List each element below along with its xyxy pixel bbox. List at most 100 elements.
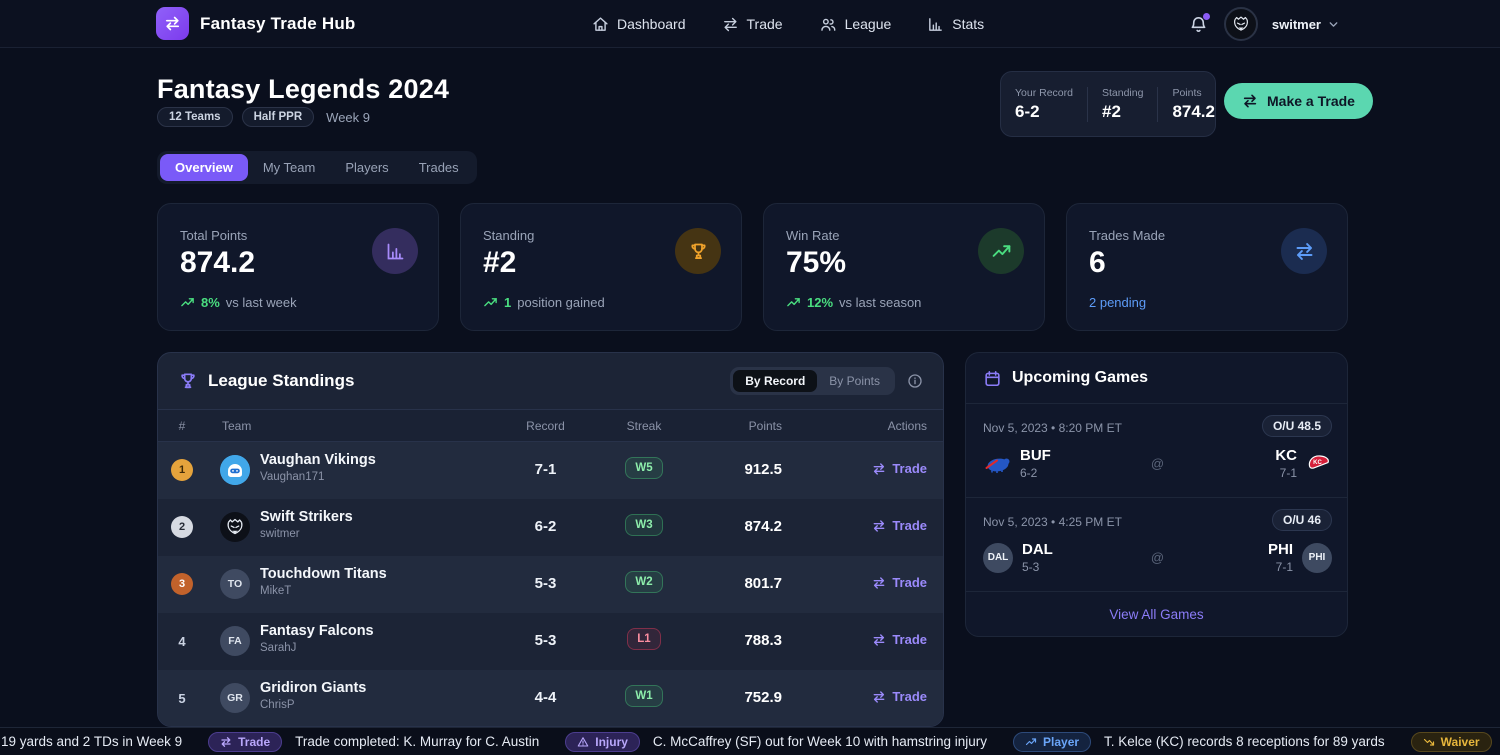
team-name: Swift Strikers xyxy=(260,509,353,525)
info-icon[interactable] xyxy=(907,373,923,389)
cta-label: Make a Trade xyxy=(1267,93,1355,109)
summary-label: Standing xyxy=(1101,86,1144,99)
standings-title-group: League Standings xyxy=(178,371,354,391)
team-avatar: TO xyxy=(220,569,250,599)
rank-badge: 3 xyxy=(171,573,193,595)
swap-arrows-icon xyxy=(722,16,739,33)
user-avatar[interactable] xyxy=(1223,7,1258,41)
user-menu[interactable]: switmer xyxy=(1272,17,1340,32)
streak-cell: L1 xyxy=(608,628,680,650)
away-team: BUF 6-2 xyxy=(983,447,1051,480)
tab-my-team[interactable]: My Team xyxy=(262,160,316,175)
trade-action-button[interactable]: Trade xyxy=(872,461,927,476)
stat-label: Trades Made xyxy=(1089,228,1166,243)
game-row[interactable]: Nov 5, 2023 • 4:25 PM ET O/U 46 DAL DAL … xyxy=(966,498,1347,592)
away-record: 6-2 xyxy=(1020,466,1038,480)
scoring-badge: Half PPR xyxy=(241,107,315,127)
stat-value: 6 xyxy=(1089,246,1106,279)
view-tabs: Overview My Team Players Trades xyxy=(157,151,477,184)
make-trade-button[interactable]: Make a Trade xyxy=(1224,83,1373,119)
swap-arrows-icon xyxy=(220,736,232,748)
game-row[interactable]: Nov 5, 2023 • 8:20 PM ET O/U 48.5 BUF 6-… xyxy=(966,404,1347,498)
pending-trades-label[interactable]: 2 pending xyxy=(1089,295,1147,310)
nav-item-league[interactable]: League xyxy=(819,16,891,33)
ticker-item: 19 yards and 2 TDs in Week 9 xyxy=(1,734,182,749)
toggle-by-record[interactable]: By Record xyxy=(733,370,818,392)
ticker-item: Injury C. McCaffrey (SF) out for Week 10… xyxy=(565,731,988,752)
team-avatar: GR xyxy=(220,683,250,713)
over-under-badge: O/U 48.5 xyxy=(1261,415,1332,437)
away-team-text: DAL 5-3 xyxy=(1022,541,1053,574)
away-abbr: BUF xyxy=(1020,447,1051,464)
summary-value: #2 xyxy=(1101,101,1121,121)
notifications-button[interactable] xyxy=(1187,12,1210,36)
rank-badge: 4 xyxy=(178,633,186,649)
trend-up-icon xyxy=(786,295,801,310)
trade-badge: Trade xyxy=(208,731,283,752)
bar-chart-icon xyxy=(927,16,944,33)
trade-label: Trade xyxy=(892,689,927,704)
streak-cell: W2 xyxy=(608,571,680,593)
player-badge: Player xyxy=(1013,731,1092,752)
nav-item-trade[interactable]: Trade xyxy=(722,16,783,33)
home-abbr: PHI xyxy=(1267,541,1293,558)
badge-label: Trade xyxy=(238,734,271,749)
nav-label: Stats xyxy=(952,16,985,32)
team-avatar xyxy=(220,455,250,485)
nav-right: switmer xyxy=(1187,0,1340,48)
summary-label: Your Record xyxy=(1015,86,1073,99)
eagles-logo: PHI xyxy=(1302,542,1332,573)
stat-value: #2 xyxy=(483,246,517,279)
view-all-games-link[interactable]: View All Games xyxy=(1109,606,1204,622)
tab-players[interactable]: Players xyxy=(345,160,389,175)
stat-label: Win Rate xyxy=(786,228,840,243)
table-row: 1 Vaughan Vikings Vaughan171 7-1 W5 912.… xyxy=(158,442,943,499)
table-row: 2 Swift Strikers switmer 6-2 W3 874.2 Tr… xyxy=(158,499,943,556)
trend-up-icon xyxy=(1025,736,1037,748)
owner-name: ChrisP xyxy=(260,699,295,711)
stat-trend: 8% vs last week xyxy=(180,295,297,310)
trade-action-button[interactable]: Trade xyxy=(872,632,927,647)
away-team-text: BUF 6-2 xyxy=(1020,447,1051,480)
streak-cell: W3 xyxy=(608,514,680,536)
nav-item-dashboard[interactable]: Dashboard xyxy=(592,16,686,33)
toggle-by-points[interactable]: By Points xyxy=(829,374,880,388)
table-row: 5 GR Gridiron Giants ChrisP 4-4 W1 752.9… xyxy=(158,670,943,726)
tab-overview[interactable]: Overview xyxy=(160,154,248,181)
nav-label: Trade xyxy=(746,16,783,32)
stat-trend: 12% vs last season xyxy=(786,295,921,310)
trade-action-button[interactable]: Trade xyxy=(872,575,927,590)
sort-toggle: By Record By Points xyxy=(730,367,895,395)
game-teams: BUF 6-2 @ KC 7-1 KC xyxy=(983,447,1332,480)
summary-points: Points 874.2 xyxy=(1157,86,1229,122)
nav-item-stats[interactable]: Stats xyxy=(927,16,984,33)
trade-action-button[interactable]: Trade xyxy=(872,689,927,704)
stat-card-standing: Standing #2 1 position gained xyxy=(460,203,742,331)
over-under-badge: O/U 46 xyxy=(1271,509,1332,531)
team-cell: Swift Strikers switmer xyxy=(260,509,353,540)
stat-delta: 12% xyxy=(807,295,834,310)
week-label: Week 9 xyxy=(326,109,370,125)
swap-arrows-icon xyxy=(872,690,886,704)
brand-name: Fantasy Trade Hub xyxy=(200,13,356,33)
record-cell: 6-2 xyxy=(534,518,557,535)
standings-controls: By Record By Points xyxy=(730,367,923,395)
trade-action-button[interactable]: Trade xyxy=(872,518,927,533)
page-title: Fantasy Legends 2024 xyxy=(157,74,450,104)
stat-trend: 1 position gained xyxy=(483,295,605,310)
home-team-text: KC 7-1 xyxy=(1275,447,1297,480)
people-icon xyxy=(819,16,837,33)
news-ticker[interactable]: 19 yards and 2 TDs in Week 9 Trade Trade… xyxy=(0,727,1500,755)
summary-record: Your Record 6-2 xyxy=(1001,87,1087,122)
notification-dot xyxy=(1202,12,1210,20)
trend-down-icon xyxy=(1423,736,1435,748)
summary-value: 6-2 xyxy=(1015,101,1040,121)
stat-card-win-rate: Win Rate 75% 12% vs last season xyxy=(763,203,1045,331)
ticker-text: C. McCaffrey (SF) out for Week 10 with h… xyxy=(652,734,988,749)
streak-cell: W5 xyxy=(608,457,680,479)
record-cell: 4-4 xyxy=(534,689,557,706)
tab-trades[interactable]: Trades xyxy=(418,160,459,175)
home-team: KC 7-1 KC xyxy=(1275,447,1332,480)
brand[interactable]: Fantasy Trade Hub xyxy=(156,7,356,40)
